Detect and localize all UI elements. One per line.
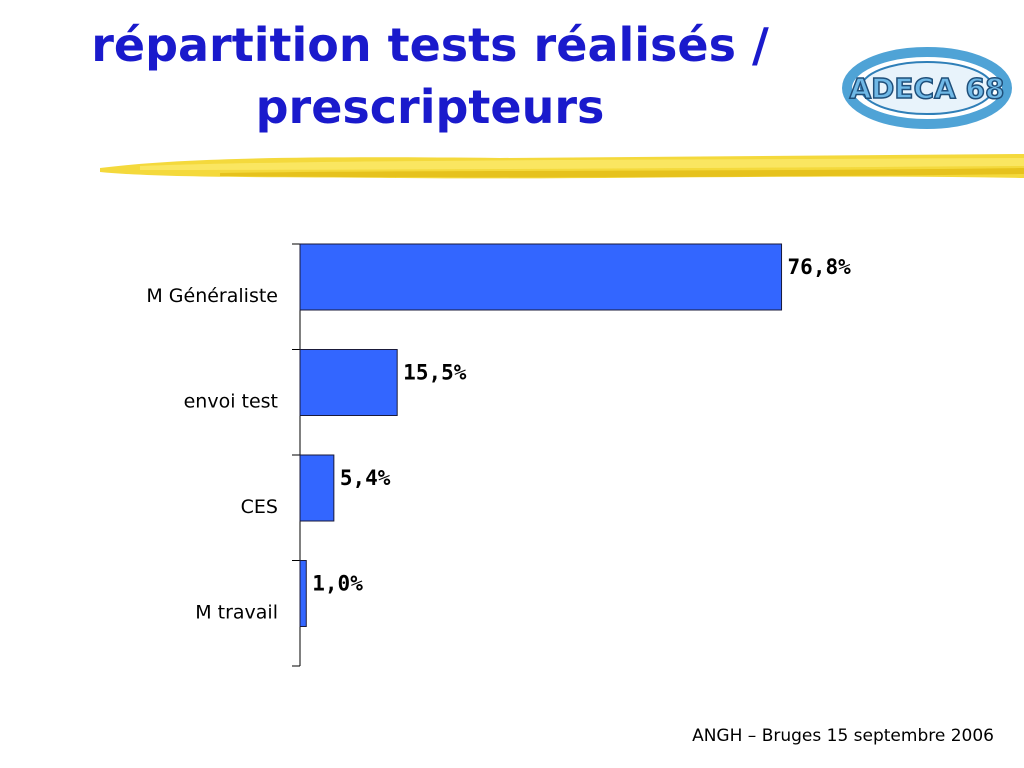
value-label: 15,5%: [403, 361, 467, 385]
category-labels: M Généraliste envoi test CES M travail: [146, 285, 278, 624]
value-labels: 76,8% 15,5% 5,4% 1,0%: [312, 255, 851, 596]
title-line-2: prescripteurs: [255, 80, 605, 134]
logo-inner-ring: [860, 61, 994, 115]
chart-axis: [292, 243, 301, 667]
category-label: M Généraliste: [146, 285, 278, 307]
title-line-1: répartition tests réalisés /: [91, 18, 769, 72]
bar: [299, 454, 335, 522]
category-label: M travail: [195, 602, 278, 624]
bar: [299, 349, 398, 416]
bar: [299, 560, 307, 627]
logo-swoosh: [842, 47, 1012, 129]
logo-text: ADECA 68: [850, 72, 1005, 105]
value-label: 76,8%: [788, 255, 852, 279]
value-label: 5,4%: [340, 466, 391, 490]
category-label: envoi test: [184, 391, 278, 413]
decorative-brush-stroke: [100, 154, 1024, 179]
bar: [299, 243, 783, 311]
category-label: CES: [241, 496, 278, 518]
chart-bars: [299, 243, 783, 627]
adeca-logo: ADECA 68: [842, 47, 1012, 129]
value-label: 1,0%: [312, 572, 363, 596]
slide-title: répartition tests réalisés / prescripteu…: [20, 14, 840, 138]
slide-footer: ANGH – Bruges 15 septembre 2006: [692, 726, 994, 746]
